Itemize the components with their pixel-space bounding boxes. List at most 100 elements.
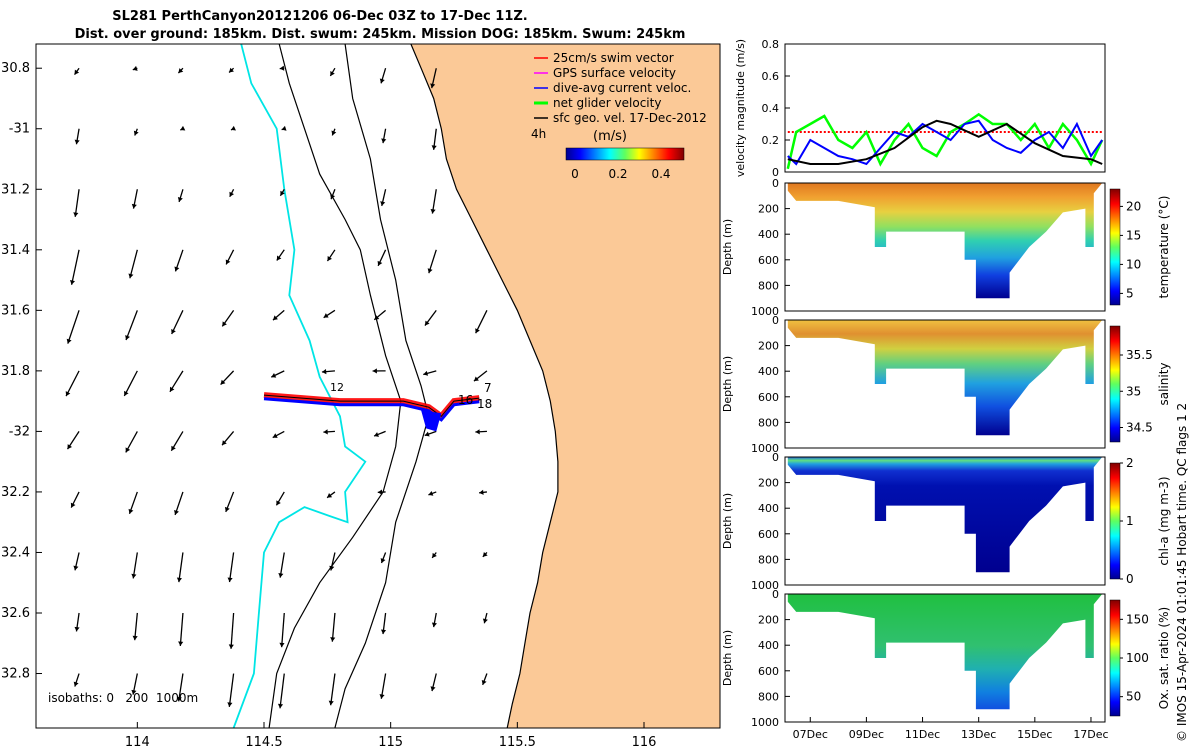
chla-y-tick-label: 200 <box>758 477 779 490</box>
current-vector-head <box>227 702 233 707</box>
current-vector-head <box>69 279 76 285</box>
current-vector-head <box>133 130 139 136</box>
current-vector-head <box>374 432 379 437</box>
map-x-tick-label: 116 <box>632 735 657 750</box>
current-vector-head <box>281 125 287 131</box>
current-vector-head <box>377 489 383 495</box>
current-vector-head <box>427 268 433 274</box>
current-vector-head <box>331 130 337 136</box>
salinity-colorbar-tick-label: 35 <box>1126 384 1141 398</box>
salinity-colorbar <box>1109 325 1121 443</box>
current-vector-head <box>125 447 131 453</box>
current-vector-head <box>227 577 233 583</box>
current-vector-head <box>222 321 227 327</box>
temperature-colorbar-label: temperature (°C) <box>1157 196 1171 299</box>
chla-colorbar <box>1109 462 1121 580</box>
current-vector-head <box>70 502 76 508</box>
oxygen-y-tick-label: 600 <box>758 665 779 678</box>
map-panel: 114 114.5 115 115.5 116 30.8 -31 31.2 31.4 31.6 3… <box>1 43 721 750</box>
temperature-colorbar-tick-label: 10 <box>1126 257 1141 271</box>
current-vector-head <box>73 681 79 687</box>
map-y-tick-label: 31.2 <box>1 182 30 197</box>
current-vector <box>65 370 80 397</box>
current-vector-head <box>277 703 284 709</box>
current-vector-head <box>124 390 129 396</box>
isobath-shelf-line <box>334 43 430 729</box>
oxygen-y-axis-label: Depth (m) <box>721 630 734 686</box>
current-vector <box>228 673 235 707</box>
current-vector <box>179 612 184 646</box>
current-vector-head <box>475 429 480 435</box>
track-label: 12 <box>330 381 344 394</box>
salinity-y-tick-label: 800 <box>758 416 779 429</box>
current-vector-head <box>380 629 387 635</box>
salinity-y-tick-label: 600 <box>758 391 779 404</box>
current-vector-head <box>377 260 383 266</box>
chla-y-tick-label: 800 <box>758 553 779 566</box>
current-vector-head <box>321 369 327 375</box>
current-vector-head <box>229 191 235 197</box>
velocity-y-tick-label: 0.2 <box>762 134 780 147</box>
current-vector-head <box>328 700 334 706</box>
chla-colorbar-tick-label: 0 <box>1126 572 1134 586</box>
glider-track-line <box>263 394 480 417</box>
current-vector-head <box>222 440 227 446</box>
current-vector-head <box>74 69 80 75</box>
current-vector-head <box>424 320 430 326</box>
current-vector <box>230 612 235 649</box>
map-y-tick-label: 31.6 <box>1 303 30 318</box>
chla-colorbar-tick-label: 1 <box>1126 514 1134 528</box>
current-vector-head <box>475 328 480 334</box>
map-y-tick-label: 31.8 <box>1 364 30 379</box>
current-vector-head <box>128 273 134 279</box>
salinity-y-tick-label: 0 <box>772 314 779 327</box>
temperature-y-tick-label: 1000 <box>751 305 779 318</box>
oxygen-y-tick-label: 400 <box>758 639 779 652</box>
current-vector-head <box>329 565 335 571</box>
temperature-colorbar-tick-label: 15 <box>1126 228 1141 242</box>
oxygen-y-tick-label: 800 <box>758 690 779 703</box>
current-vector-head <box>374 314 380 320</box>
current-vector-head <box>330 637 336 642</box>
map-y-tick-label: 32.8 <box>1 667 30 682</box>
oxygen-y-tick-label: 0 <box>772 588 779 601</box>
current-vector-head <box>430 686 436 692</box>
current-vector-head <box>132 65 138 71</box>
chla-y-tick-label: 1000 <box>751 579 779 592</box>
oxygen-colorbar-tick-label: 100 <box>1126 651 1149 665</box>
temperature-y-tick-label: 600 <box>758 254 779 267</box>
oxygen-y-tick-label: 200 <box>758 614 779 627</box>
chla-y-tick-label: 600 <box>758 528 779 541</box>
velocity-y-tick-label: 0.8 <box>762 38 780 51</box>
current-vector-head <box>432 552 437 558</box>
salinity-colorbar-label: salinity <box>1157 362 1171 405</box>
current-vector-head <box>178 641 184 646</box>
current-vector-head <box>482 551 488 557</box>
current-vector <box>279 673 285 709</box>
salinity-y-tick-label: 200 <box>758 340 779 353</box>
chla-section-fill <box>787 457 1103 573</box>
salinity-panel-frame <box>784 319 1106 449</box>
salinity-colorbar-tick-label: 35.5 <box>1126 348 1153 362</box>
oxygen-section-fill <box>787 594 1103 710</box>
velocity-y-tick-label: 0.4 <box>762 102 780 115</box>
chla-colorbar-tick-label: 2 <box>1126 456 1134 470</box>
current-vector <box>134 612 138 641</box>
oxygen-y-tick-label: 1000 <box>751 716 779 729</box>
isobath-1000-line <box>268 43 402 729</box>
current-vector-head <box>176 577 182 583</box>
current-vector-head <box>228 644 234 649</box>
time-x-tick-label: 11Dec <box>905 728 940 741</box>
velocity-series-line <box>787 119 1103 165</box>
oxygen-colorbar-label: Ox. sat. ratio (%) <box>1157 607 1171 709</box>
current-vector-head <box>178 68 184 74</box>
speed-colorbar-tick: 0 <box>571 167 579 181</box>
current-vector-head <box>424 431 430 437</box>
current-vector-head <box>330 194 336 200</box>
oxygen-panel-frame <box>784 593 1106 723</box>
current-vector-head <box>473 376 479 382</box>
current-vector <box>123 370 138 397</box>
current-vector-head <box>171 445 176 451</box>
oxygen-colorbar-tick-label: 150 <box>1126 612 1149 626</box>
